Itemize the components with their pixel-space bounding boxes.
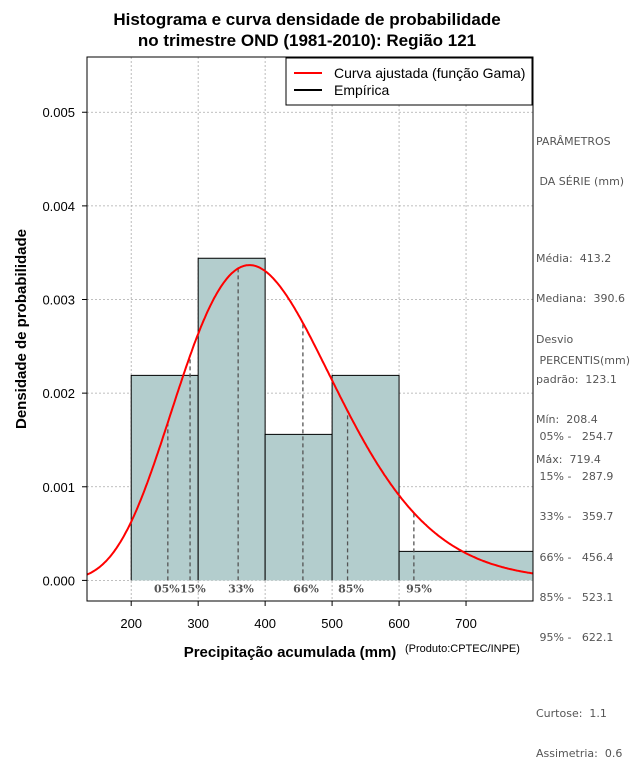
parameters-panel: PARÂMETROS DA SÉRIE (mm) Média: 413.2 Me… — [536, 108, 625, 480]
percentile-label-85: 85% — [338, 582, 364, 595]
legend-label-curve: Curva ajustada (função Gama) — [334, 65, 525, 81]
histogram-chart: Histograma e curva densidade de probabil… — [13, 10, 534, 660]
param-sd-label: Desvio — [536, 332, 574, 346]
histogram-bar-4 — [399, 551, 533, 581]
percentile-33: 33% - 359.7 — [536, 510, 614, 524]
y-tick-label-0: 0.000 — [42, 573, 75, 588]
x-tick-label-700: 700 — [455, 616, 477, 631]
params-title-line-1: PARÂMETROS — [536, 134, 611, 148]
y-tick-label-4: 0.004 — [42, 199, 75, 214]
percentile-label-33: 33% — [228, 582, 254, 595]
percentile-15: 15% - 287.9 — [536, 470, 614, 484]
x-tick-label-400: 400 — [254, 616, 276, 631]
histogram-bar-1 — [198, 258, 266, 581]
chart-title: Histograma e curva densidade de probabil… — [113, 10, 500, 50]
axes: 200 300 400 500 600 700 0.000 0.001 0.002 0.003 0.… — [42, 105, 476, 631]
percentile-label-95: 95% — [406, 582, 432, 595]
x-tick-label-200: 200 — [120, 616, 142, 631]
stat-kurtosis: Curtose: 1.1 — [536, 706, 607, 720]
x-tick-label-300: 300 — [187, 616, 209, 631]
plot-frame — [86, 56, 534, 602]
y-tick-label-5: 0.005 — [42, 105, 75, 120]
gamma-curve — [86, 264, 534, 576]
histogram-bar-0 — [131, 375, 199, 581]
params-title-line-2: DA SÉRIE (mm) — [536, 175, 625, 189]
legend-label-empirical: Empírica — [334, 82, 389, 98]
percentile-95: 95% - 622.1 — [536, 630, 614, 644]
x-tick-label-500: 500 — [321, 616, 343, 631]
percentile-label-05: 05% — [154, 582, 180, 595]
param-median: Mediana: 390.6 — [536, 292, 625, 306]
histogram-bar-3 — [332, 375, 400, 581]
legend: Curva ajustada (função Gama) Empírica — [285, 57, 533, 106]
credit-label: (Produto:CPTEC/INPE) — [405, 643, 520, 655]
stat-skewness: Assimetria: 0.6 — [536, 747, 623, 761]
x-tick-label-600: 600 — [388, 616, 410, 631]
percentile-label-15: 15% — [180, 582, 206, 595]
y-tick-label-1: 0.001 — [42, 480, 75, 495]
chart-title-line-1: Histograma e curva densidade de probabil… — [113, 10, 500, 29]
legend-box — [285, 57, 533, 106]
percentiles-panel: PERCENTIS(mm) 05% - 254.7 15% - 287.9 33… — [536, 327, 630, 774]
param-sd: padrão: 123.1 — [536, 372, 617, 386]
param-max: Máx: 719.4 — [536, 453, 601, 467]
x-axis-label: Precipitação acumulada (mm) — [184, 644, 397, 660]
histogram-bar-outline-1 — [197, 257, 266, 581]
param-min: Mín: 208.4 — [536, 412, 598, 426]
histogram-bars — [130, 257, 534, 581]
percentile-85: 85% - 523.1 — [536, 590, 614, 604]
histogram-bar-outline-3 — [331, 374, 400, 581]
y-tick-label-2: 0.002 — [42, 386, 75, 401]
percentile-05: 05% - 254.7 — [536, 429, 614, 443]
percentile-lines: 33% 66% 85% 95% 05% 15% — [154, 268, 432, 595]
percentile-66: 66% - 456.4 — [536, 550, 614, 564]
y-tick-label-3: 0.003 — [42, 293, 75, 308]
y-axis-label: Densidade de probabilidade — [13, 229, 30, 429]
gamma-curve-path — [86, 264, 534, 576]
chart-title-line-2: no trimestre OND (1981-2010): Região 121 — [138, 31, 476, 50]
histogram-bar-2 — [265, 434, 333, 581]
param-mean: Média: 413.2 — [536, 252, 612, 266]
percentile-label-66: 66% — [293, 582, 319, 595]
percentis-title: PERCENTIS(mm) — [536, 353, 630, 367]
